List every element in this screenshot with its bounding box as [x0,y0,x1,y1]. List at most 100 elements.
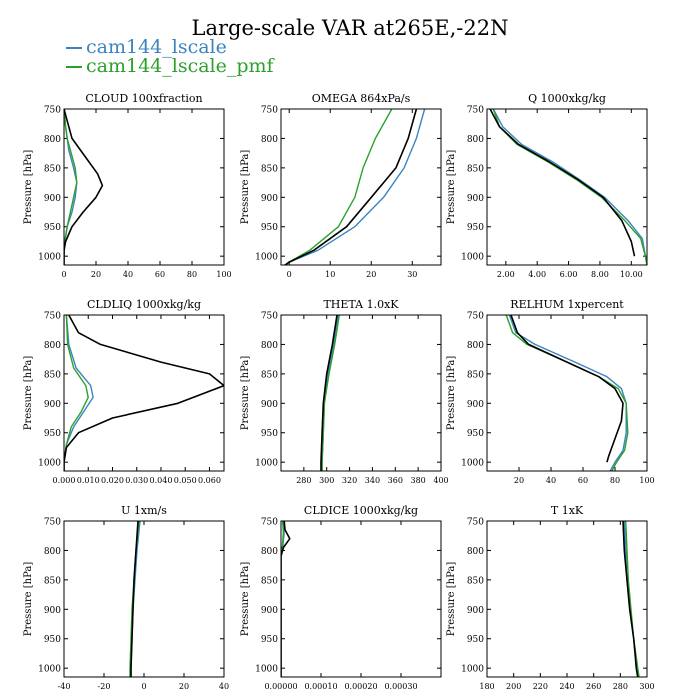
legend-entry-lscale: cam144_lscale [66,37,227,57]
x-tick-label: 0 [287,270,292,279]
y-axis-label: Pressure [hPa] [240,150,251,225]
series-black [510,315,624,463]
panel-6: RELHUM 1xpercent Pressure [hPa] 750 800 850 9… [446,298,655,485]
x-tick-label: 300 [319,476,334,485]
y-tick-label: 850 [44,164,61,174]
x-tick-label: 280 [296,476,311,485]
series-cam144-lscale-pmf [284,109,393,265]
y-tick-label: 1000 [255,253,278,263]
x-tick-label: 340 [365,476,380,485]
y-axis-label: Pressure [hPa] [446,562,457,637]
x-tick-label: 0.00000 [264,682,297,691]
x-tick-label: 100 [639,476,654,485]
x-tick-label: 60 [155,270,165,279]
x-tick-label: 40 [546,476,556,485]
y-tick-label: 900 [44,606,61,616]
x-tick-label: -40 [58,682,71,691]
y-tick-label: 800 [261,341,278,351]
x-tick-label: 0.00010 [304,682,337,691]
panel-frame [280,314,442,472]
x-tick-label: 0.040 [150,476,173,485]
panel-title: OMEGA 864xPa/s [312,92,411,105]
y-tick-label: 1000 [255,459,278,469]
x-tick-label: 360 [388,476,403,485]
x-tick-label: 80 [610,476,620,485]
y-tick-label: 900 [261,194,278,204]
y-tick-label: 850 [261,370,278,380]
y-tick-label: 950 [44,635,61,645]
y-tick-label: 900 [467,194,484,204]
panel-title: CLDICE 1000xkg/kg [304,504,418,517]
y-tick-label: 750 [261,312,278,322]
series-cam144-lscale-pmf [281,521,285,677]
y-tick-label: 900 [44,400,61,410]
y-tick-label: 850 [44,370,61,380]
series-black [64,109,104,265]
panel-5: THETA 1.0xK Pressure [hPa] 750 800 850 900 950… [240,298,449,485]
panel-9: T 1xK Pressure [hPa] 750 800 850 900 950 1000 18… [446,504,655,691]
x-tick-label: 400 [433,476,448,485]
panel-3: Q 1000xkg/kg Pressure [hPa] 750 800 850 900 95… [446,92,648,279]
panel-frame [63,520,225,678]
y-tick-label: 950 [467,429,484,439]
series-black [281,521,291,677]
y-tick-label: 950 [261,429,278,439]
x-tick-label: 200 [506,682,521,691]
y-axis-label: Pressure [hPa] [23,150,34,225]
y-tick-label: 950 [467,223,484,233]
series-cam144-lscale-pmf [625,521,640,677]
y-tick-label: 750 [44,106,61,116]
y-tick-label: 950 [261,635,278,645]
y-tick-label: 750 [467,312,484,322]
panel-frame [280,520,442,678]
series-cam144-lscale [284,109,426,265]
x-tick-label: 40 [219,682,229,691]
panel-1: CLOUD 100xfraction Pressure [hPa] 750 80 0 85… [23,92,232,279]
y-tick-label: 950 [44,223,61,233]
y-tick-label: 750 [261,106,278,116]
x-tick-label: 260 [586,682,601,691]
y-tick-label: 750 [467,106,484,116]
x-tick-label: 10.00 [620,270,643,279]
x-tick-label: 300 [639,682,654,691]
panel-4: CLDLIQ 1000xkg/kg Pressure [hPa] 750 800 850… [23,298,225,485]
legend-entry-lscale-pmf: cam144_lscale_pmf [66,56,274,76]
series-black [64,315,224,471]
series-cam144-lscale-pmf [492,109,647,265]
y-tick-label: 800 [261,547,278,557]
x-tick-label: 100 [216,270,231,279]
y-tick-label: 850 [467,164,484,174]
x-tick-label: 0.020 [101,476,124,485]
series-black [622,521,639,677]
y-axis-label: Pressure [hPa] [240,356,251,431]
x-tick-label: 0.030 [125,476,148,485]
panel-title: Q 1000xkg/kg [528,92,606,105]
x-tick-label: 10 [325,270,335,279]
y-tick-label: 800 [44,341,61,351]
x-tick-label: 0.050 [174,476,197,485]
y-tick-label: 750 [44,312,61,322]
panel-title: T 1xK [551,504,584,517]
x-tick-label: 80 [187,270,197,279]
y-tick-label: 1000 [461,459,484,469]
x-tick-label: 30 [407,270,417,279]
x-tick-label: 0 [61,270,66,279]
y-tick-label: 900 [44,194,61,204]
panel-title: CLOUD 100xfraction [85,92,202,105]
y-tick-label: 800 [467,135,484,145]
x-tick-label: 240 [559,682,574,691]
y-axis-label: Pressure [hPa] [240,562,251,637]
x-tick-label: 8.00 [591,270,609,279]
y-tick-label: 1000 [461,665,484,675]
x-tick-label: 6.00 [560,270,578,279]
y-tick-label: 850 [261,164,278,174]
series-cam144-lscale-pmf [505,315,629,471]
panel-frame [280,108,442,266]
panel-frame [63,108,225,266]
x-tick-label: 320 [342,476,357,485]
y-tick-label: 800 [467,341,484,351]
x-tick-label: 4.00 [528,270,546,279]
series-black [489,109,636,257]
legend-swatch-lscale [66,47,82,49]
